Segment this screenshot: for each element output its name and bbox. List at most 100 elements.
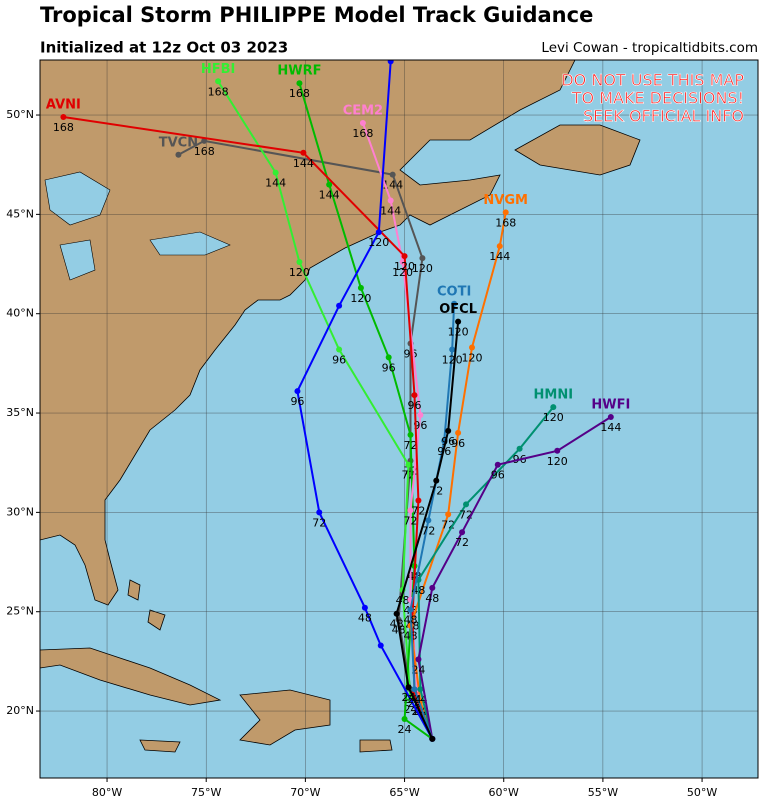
track-point <box>445 511 452 518</box>
x-tick-label: 50°W <box>687 786 717 799</box>
hour-label: 96 <box>441 435 455 448</box>
track-name: CEM2 <box>343 103 383 118</box>
land <box>359 739 393 753</box>
track-point <box>459 529 466 536</box>
hour-label: 48 <box>358 612 372 625</box>
y-tick-label: 30°N <box>6 505 34 518</box>
y-tick-label: 50°N <box>6 108 34 121</box>
hour-label: 24 <box>402 691 416 704</box>
hour-label: 120 <box>547 455 568 468</box>
y-tick-label: 40°N <box>6 307 34 320</box>
track-point <box>272 169 279 176</box>
track-point <box>451 300 458 307</box>
track-point <box>296 80 303 87</box>
hour-label: 96 <box>491 469 505 482</box>
track-line <box>417 406 555 740</box>
hour-label: 120 <box>461 351 482 364</box>
track-point <box>175 151 182 158</box>
track-point <box>502 209 509 216</box>
track-name: NVGM <box>483 193 528 208</box>
track-name: HWRF <box>277 64 321 79</box>
track-point <box>326 181 333 188</box>
y-tick-label: 45°N <box>6 207 34 220</box>
hour-label: 72 <box>404 514 418 527</box>
track-point <box>411 392 418 399</box>
track-name: HMNI <box>534 388 574 403</box>
track-point <box>407 606 414 613</box>
credit: Levi Cowan - tropicaltidbits.com <box>541 40 758 56</box>
track-point <box>201 137 208 144</box>
track-point <box>316 509 323 516</box>
track-point <box>405 461 412 468</box>
hour-label: 120 <box>448 326 469 339</box>
land <box>40 60 576 606</box>
hour-label: 48 <box>404 630 418 643</box>
y-tick-label: 25°N <box>6 605 34 618</box>
warning-text: DO NOT USE THIS MAP <box>561 71 744 90</box>
track-point <box>550 404 557 411</box>
track-point <box>415 656 422 663</box>
hour-label: 144 <box>380 204 401 217</box>
track-line <box>296 61 434 740</box>
lake <box>44 171 111 226</box>
track-point <box>455 429 462 436</box>
land <box>40 647 222 706</box>
hour-label: 96 <box>451 437 465 450</box>
hour-label: 144 <box>293 157 314 170</box>
track-point <box>359 119 366 126</box>
hour-label: 120 <box>289 266 310 279</box>
track-point <box>554 447 561 454</box>
hour-label: 120 <box>368 236 389 249</box>
track-point <box>407 507 414 514</box>
hour-label: 168 <box>194 145 215 158</box>
track-point <box>389 171 396 178</box>
track-point <box>607 414 614 421</box>
land <box>239 689 331 746</box>
track-point <box>375 229 382 236</box>
track-point <box>401 253 408 260</box>
track-point <box>405 684 412 691</box>
track-point <box>417 412 424 419</box>
hour-label: 144 <box>265 177 286 190</box>
hour-label: 72 <box>455 536 469 549</box>
track-point <box>419 255 426 262</box>
lake <box>149 231 231 256</box>
hour-label: 168 <box>352 127 373 140</box>
hour-label: 72 <box>312 516 326 529</box>
track-point <box>429 584 436 591</box>
land <box>139 739 181 753</box>
track-point <box>357 284 364 291</box>
hour-label: 120 <box>412 262 433 275</box>
track-point <box>433 477 440 484</box>
track-name: UKX2 <box>371 42 411 57</box>
land <box>127 579 141 601</box>
track-point <box>516 445 523 452</box>
hour-label: 120 <box>442 353 463 366</box>
track-point <box>449 346 456 353</box>
track-point <box>387 197 394 204</box>
hour-label: 144 <box>600 421 621 434</box>
track-point <box>296 259 303 266</box>
hour-label: 72 <box>421 524 435 537</box>
track-name: AVNI <box>46 98 81 113</box>
hour-label: 144 <box>489 250 510 263</box>
land <box>147 609 166 631</box>
hour-label: 96 <box>382 361 396 374</box>
track-point <box>425 517 432 524</box>
frame <box>39 59 759 779</box>
track-point <box>336 302 343 309</box>
track-point <box>468 344 475 351</box>
hour-label: 48 <box>404 614 418 627</box>
track-line <box>395 321 460 740</box>
track-point <box>445 427 452 434</box>
warning-text: SEEK OFFICIAL INFO <box>583 107 744 126</box>
hour-label: 48 <box>425 592 439 605</box>
hour-label: 96 <box>407 399 421 412</box>
track-point <box>407 431 414 438</box>
hour-label: 168 <box>289 87 310 100</box>
x-tick-label: 70°W <box>290 786 320 799</box>
hour-label: 96 <box>332 353 346 366</box>
x-tick-label: 55°W <box>588 786 618 799</box>
